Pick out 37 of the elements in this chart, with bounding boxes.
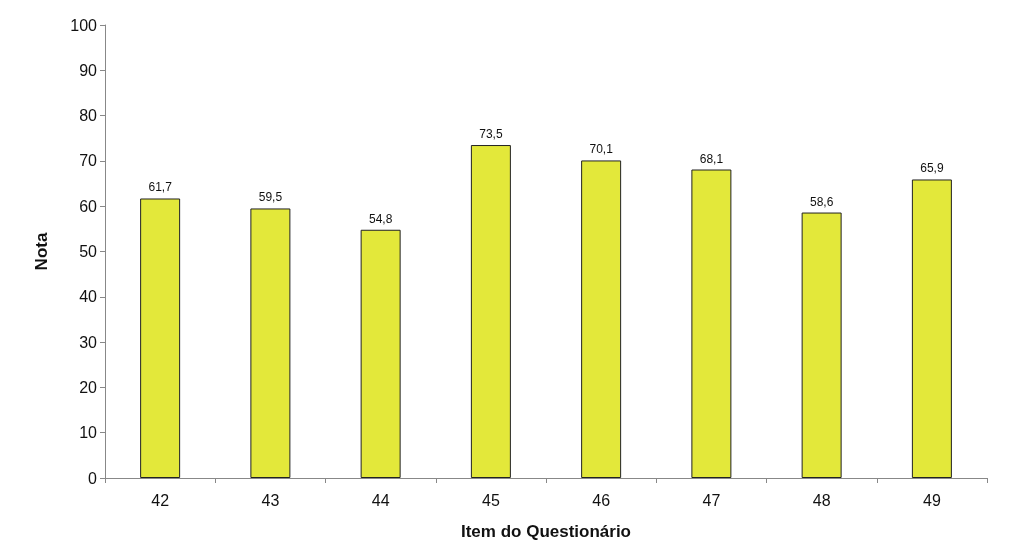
x-axis-title: Item do Questionário [460,522,632,541]
bar [691,169,732,478]
bar [801,212,842,478]
y-tick-label: 40 [79,288,98,306]
y-tick-label: 50 [79,243,98,260]
y-tick-label: 10 [79,424,98,442]
x-tick-label: 44 [371,491,390,509]
data-label: 68,1 [699,151,724,166]
y-tick-label: 30 [79,333,98,351]
y-tick-label: 100 [70,16,98,34]
bar [581,160,622,478]
data-label: 73,5 [479,127,503,142]
y-tick-label: 20 [79,378,98,396]
y-tick-label: 60 [79,197,98,215]
y-tick-label: 70 [79,152,98,170]
data-label: 59,5 [258,190,283,205]
x-tick-label: 49 [922,491,941,509]
y-tick-label: 0 [88,469,98,487]
bar [911,179,952,478]
data-label: 70,1 [589,142,614,157]
data-label: 61,7 [148,180,173,195]
x-tick-label: 47 [702,491,721,509]
y-tick-label: 90 [79,61,98,79]
bar [360,229,401,478]
x-tick-label: 45 [481,491,500,509]
bar [250,208,291,478]
x-tick-label: 43 [261,491,280,509]
x-tick-label: 48 [812,491,831,509]
y-tick-label: 80 [79,107,98,125]
data-label: 58,6 [809,194,834,209]
bar [470,145,511,478]
y-axis-title: Nota [32,232,51,271]
data-label: 65,9 [920,161,944,176]
data-label: 54,8 [368,211,393,226]
bar [140,198,181,478]
x-tick-label: 46 [592,491,611,509]
x-tick-label: 42 [151,491,170,509]
